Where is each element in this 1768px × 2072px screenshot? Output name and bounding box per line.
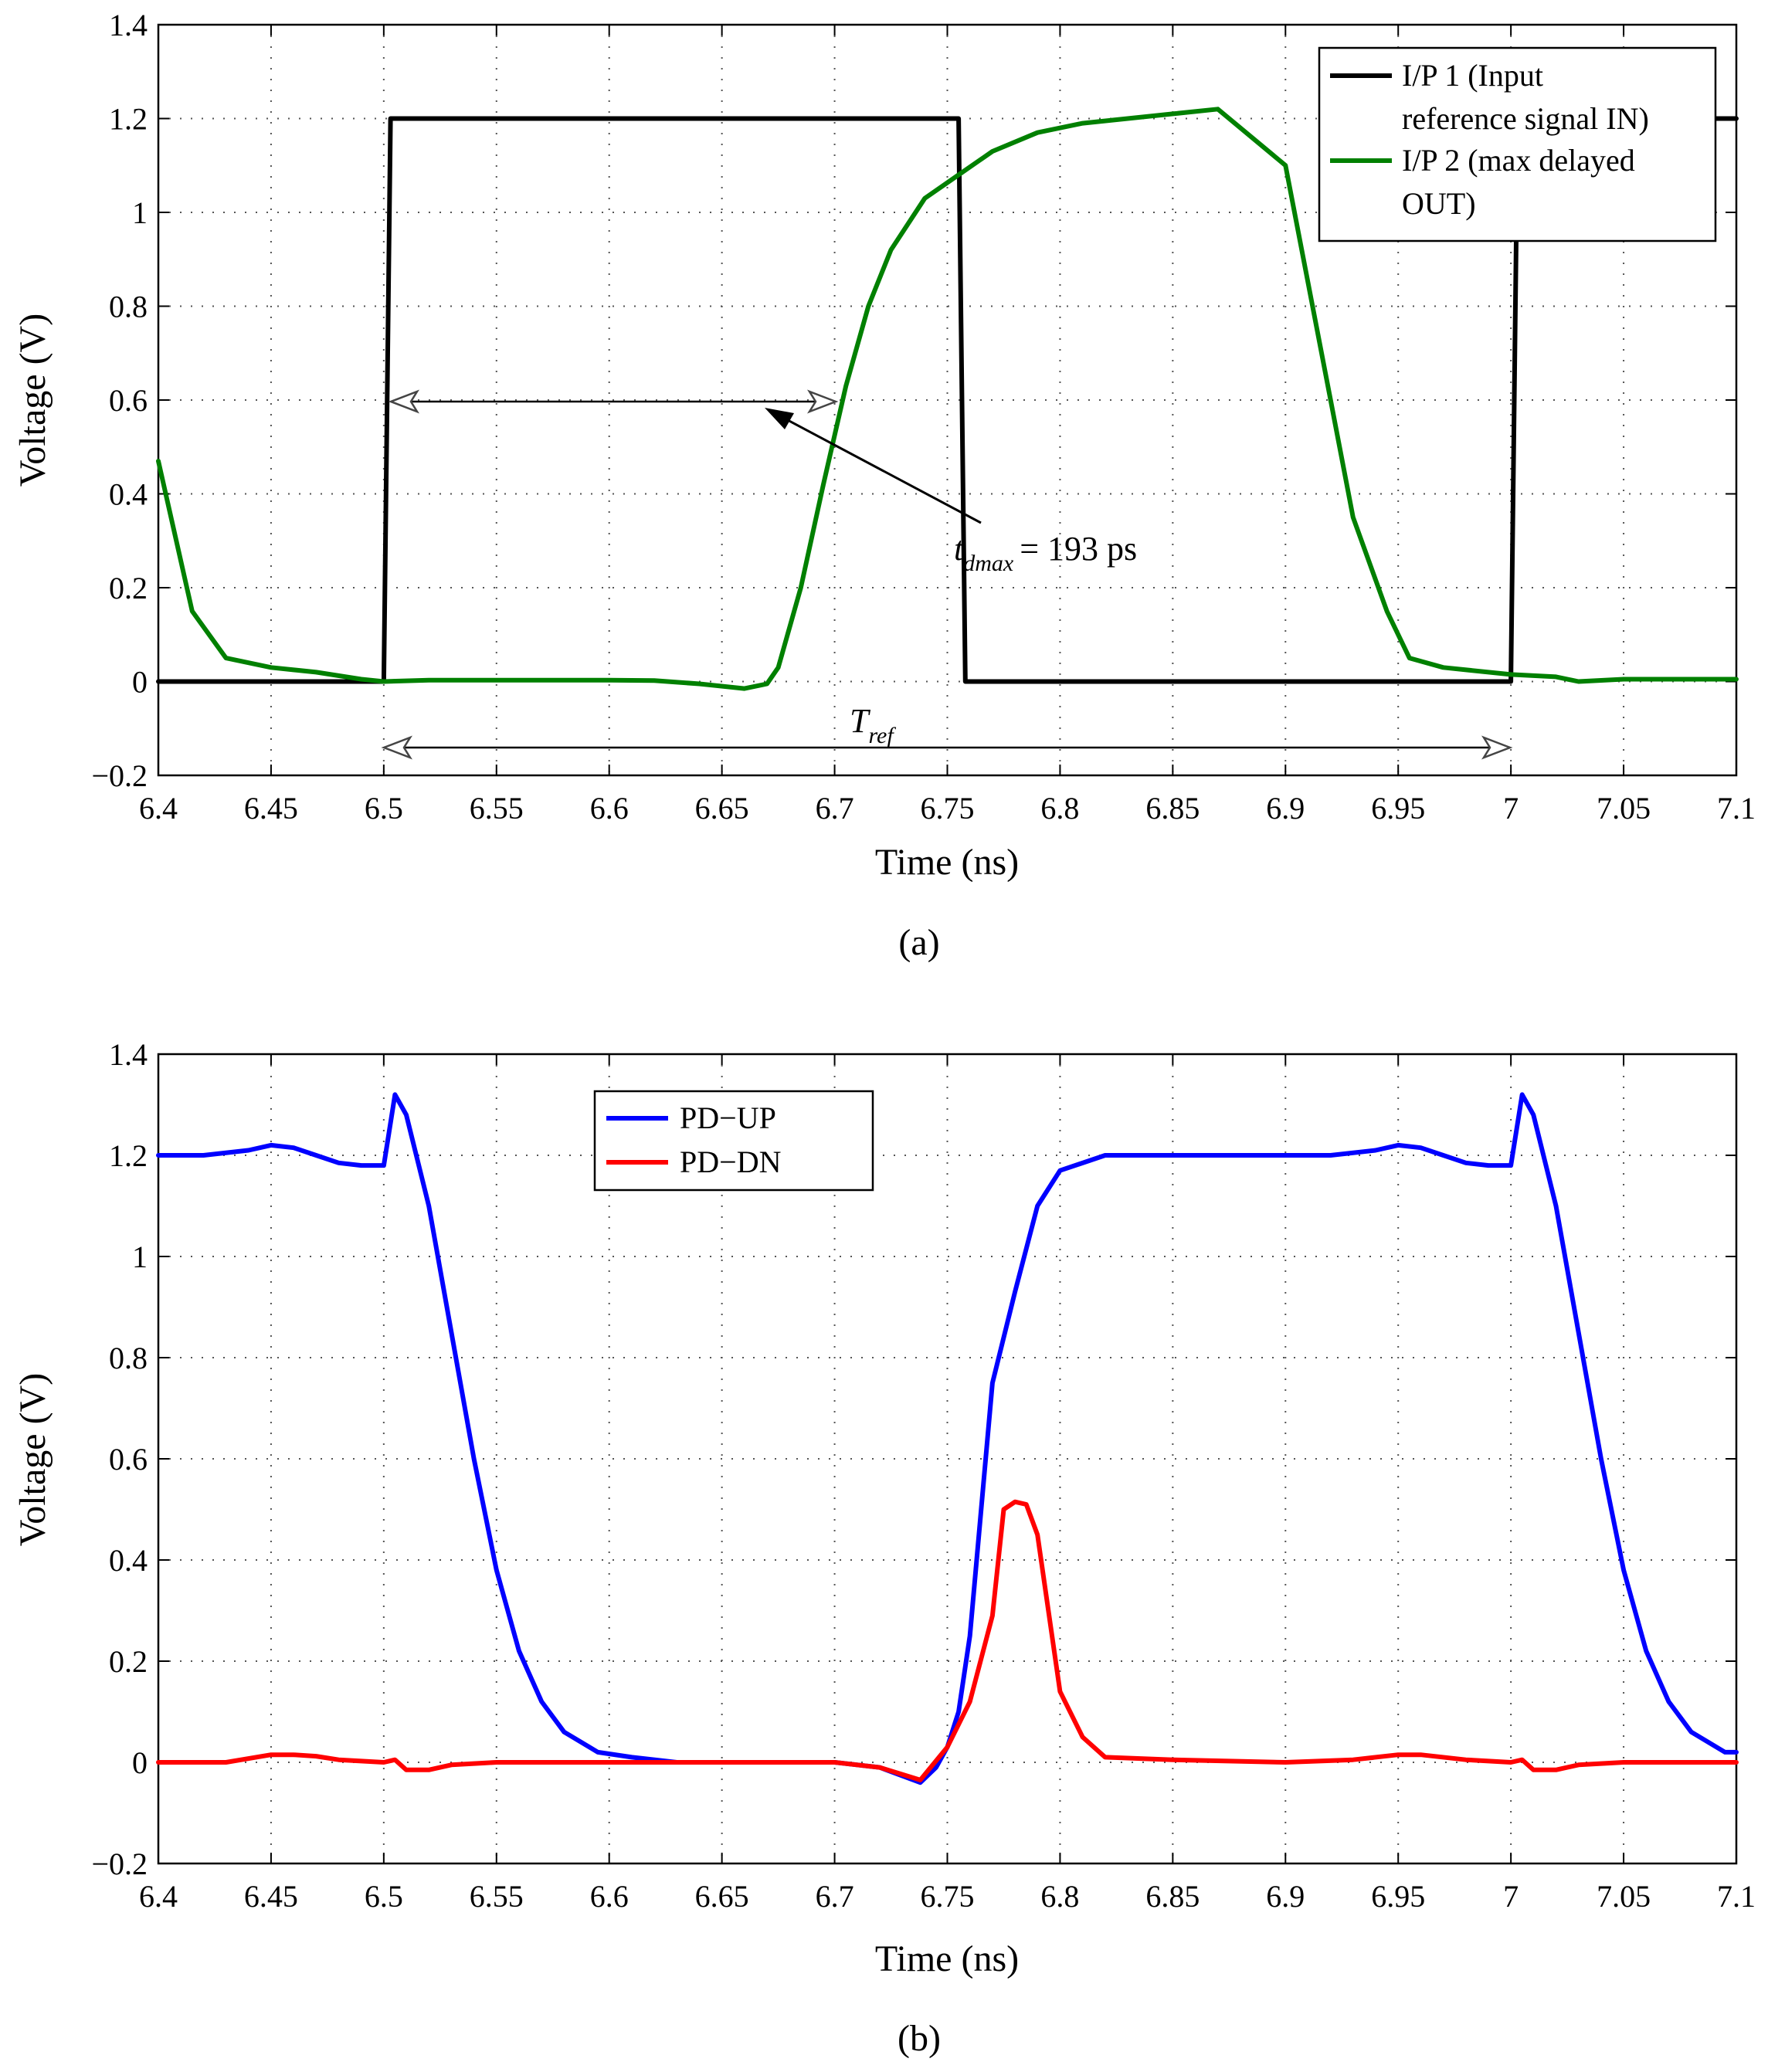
chart-a-xtick-label-13: 7.05 [1597, 791, 1651, 826]
chart-b-xtick-label-0: 6.4 [139, 1879, 178, 1914]
chart-a-xtick-label-9: 6.85 [1145, 791, 1200, 826]
chart-a-ytick-label-3: 0.4 [109, 477, 148, 512]
tdmax-arrowhead-left [388, 389, 419, 414]
tdmax-pointer-line [774, 412, 982, 524]
chart-b-xtick-label-11: 6.95 [1371, 1879, 1425, 1914]
chart-b-caption: (b) [898, 2018, 941, 2059]
chart-a-legend: I/P 1 (Input reference signal IN) I/P 2 … [1318, 46, 1717, 242]
legend-label-pd-dn: PD−DN [680, 1145, 781, 1179]
chart-b-ytick-label-8: 1.4 [109, 1037, 148, 1072]
chart-b-ytick-label-5: 0.8 [109, 1341, 148, 1375]
chart-a-ytick-label-4: 0.6 [109, 383, 148, 418]
chart-b-xtick-label-10: 6.9 [1266, 1879, 1305, 1914]
chart-a-xtick-label-6: 6.7 [816, 791, 854, 826]
chart-b-xtick-label-2: 6.5 [365, 1879, 403, 1914]
chart-a-axes: 6.4 6.45 6.5 6.55 6.6 6.65 6.7 6.75 6.8 6.85 6.9 6.… [91, 8, 1756, 826]
tdmax-value: = 193 ps [1020, 530, 1137, 568]
chart-b-xtick-label-13: 7.05 [1597, 1879, 1651, 1914]
chart-a-xtick-label-10: 6.9 [1266, 791, 1305, 826]
chart-b-xtick-label-14: 7.1 [1717, 1879, 1756, 1914]
chart-b-xtick-label-1: 6.45 [244, 1879, 298, 1914]
chart-b-ytick-label-4: 0.6 [109, 1442, 148, 1477]
chart-b-xlabel: Time (ns) [875, 1938, 1019, 1979]
chart-b-ytick-label-2: 0.2 [109, 1644, 148, 1679]
chart-b: 6.4 6.45 6.5 6.55 6.6 6.65 6.7 6.75 6.8 6.85 6.9 6.… [12, 1037, 1756, 2059]
tref-label: Tref [850, 702, 896, 748]
tdmax-arrowhead-right [807, 389, 839, 414]
chart-a-xtick-label-5: 6.65 [695, 791, 749, 826]
tref-symbol: T [850, 702, 871, 740]
chart-b-ytick-label-3: 0.4 [109, 1543, 148, 1578]
legend-label-ip1-line2: reference signal IN) [1402, 101, 1649, 136]
chart-a: 6.4 6.45 6.5 6.55 6.6 6.65 6.7 6.75 6.8 6.85 6.9 6.… [12, 8, 1756, 963]
chart-b-xtick-label-6: 6.7 [816, 1879, 854, 1914]
tref-arrowhead-left [381, 735, 412, 760]
chart-a-xtick-label-11: 6.95 [1371, 791, 1425, 826]
chart-b-xtick-label-8: 6.8 [1040, 1879, 1079, 1914]
chart-a-ytick-label-6: 1 [132, 195, 148, 230]
tref-subscript: ref [868, 723, 896, 748]
chart-a-xtick-label-1: 6.45 [244, 791, 298, 826]
chart-b-xtick-label-12: 7 [1503, 1879, 1519, 1914]
legend-label-pd-up: PD−UP [680, 1100, 776, 1135]
tdmax-label: tdmax = 193 ps [954, 530, 1137, 576]
chart-b-legend-box [593, 1090, 874, 1192]
chart-b-xtick-label-4: 6.6 [590, 1879, 629, 1914]
chart-a-xtick-label-2: 6.5 [365, 791, 403, 826]
chart-a-ytick-label-1: 0 [132, 665, 148, 700]
chart-b-xtick-label-7: 6.75 [921, 1879, 975, 1914]
tdmax-symbol: t [954, 530, 965, 568]
chart-a-legend-box [1318, 46, 1717, 242]
chart-a-ylabel: Voltage (V) [12, 314, 53, 487]
chart-a-xtick-label-14: 7.1 [1717, 791, 1756, 826]
tref-annotation: Tref [381, 702, 1513, 760]
chart-b-series [156, 1092, 1739, 1785]
chart-b-xtick-label-3: 6.55 [470, 1879, 524, 1914]
chart-a-xtick-label-12: 7 [1503, 791, 1519, 826]
chart-a-caption: (a) [898, 922, 939, 963]
series-line-pd-up [156, 1092, 1739, 1785]
chart-b-xtick-label-5: 6.65 [695, 1879, 749, 1914]
chart-a-xtick-label-7: 6.75 [921, 791, 975, 826]
chart-b-axes: 6.4 6.45 6.5 6.55 6.6 6.65 6.7 6.75 6.8 6.85 6.9 6.… [91, 1037, 1756, 1914]
legend-label-ip2-line2: OUT) [1402, 186, 1476, 221]
chart-a-ytick-label-2: 0.2 [109, 571, 148, 605]
chart-b-xtick-label-9: 6.85 [1145, 1879, 1200, 1914]
chart-b-legend: PD−UP PD−DN [593, 1090, 874, 1192]
chart-a-ytick-label-5: 0.8 [109, 290, 148, 324]
legend-label-ip2-line1: I/P 2 (max delayed [1402, 143, 1635, 178]
chart-b-ytick-label-0: −0.2 [91, 1846, 148, 1881]
chart-b-ytick-label-6: 1 [132, 1239, 148, 1274]
legend-label-ip1-line1: I/P 1 (Input [1402, 58, 1543, 93]
tdmax-annotation: tdmax = 193 ps [388, 389, 1137, 576]
series-line-pd-dn [156, 1499, 1739, 1782]
tdmax-subscript: dmax [963, 551, 1014, 576]
chart-a-xtick-label-0: 6.4 [139, 791, 178, 826]
chart-a-xtick-label-8: 6.8 [1040, 791, 1079, 826]
chart-a-xtick-label-4: 6.6 [590, 791, 629, 826]
series-line-i-p-2-max-delayed-out [156, 107, 1739, 691]
tref-arrowhead-right [1481, 735, 1513, 760]
chart-a-ytick-label-0: −0.2 [91, 758, 148, 793]
tdmax-pointer-arrowhead [765, 408, 794, 429]
chart-a-xlabel: Time (ns) [875, 842, 1019, 883]
chart-a-ytick-label-8: 1.4 [109, 8, 148, 42]
chart-a-xtick-label-3: 6.55 [470, 791, 524, 826]
chart-b-ylabel: Voltage (V) [12, 1373, 53, 1546]
chart-b-ytick-label-1: 0 [132, 1745, 148, 1780]
chart-a-ytick-label-7: 1.2 [109, 102, 148, 137]
chart-b-ytick-label-7: 1.2 [109, 1138, 148, 1173]
